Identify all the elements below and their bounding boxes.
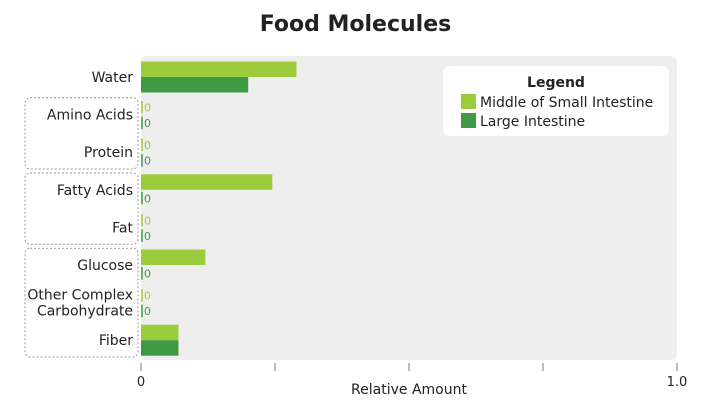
chart-title: Food Molecules (259, 12, 452, 37)
x-tick-label-5: 1.0 (667, 375, 688, 390)
x-axis-title: Relative Amount (351, 382, 467, 398)
category-label-5: Fat (112, 220, 133, 236)
zero-value-label-2-3: 0 (144, 155, 151, 168)
category-label-7: Other Complex Carbohydrate (27, 288, 133, 320)
zero-value-label-1-5: 0 (144, 214, 151, 227)
category-label-3: Protein (84, 145, 133, 161)
x-tick-label-1: 0 (137, 375, 145, 390)
category-group-box-2 (24, 172, 139, 245)
bar-2-8 (141, 340, 179, 356)
category-group-box-3 (24, 247, 139, 358)
legend-swatch-2 (461, 113, 476, 128)
bars: 0 0 0 0 0 0 0 0 0 0 (141, 61, 297, 356)
legend-title: Legend (527, 75, 585, 91)
bar-2-1 (141, 77, 249, 93)
category-label-6: Glucose (77, 258, 133, 274)
bar-1-4 (141, 174, 273, 190)
zero-value-label-2-4: 0 (144, 192, 151, 205)
zero-value-label-2-5: 0 (144, 230, 151, 243)
legend-swatch-1 (461, 94, 476, 109)
category-label-8: Fiber (99, 333, 133, 349)
bar-1-1 (141, 61, 297, 77)
category-labels: Water Amino Acids Protein Fatty Acids Fat Glu… (27, 70, 133, 349)
x-axis: 0 1.0 (137, 363, 687, 390)
category-label-2: Amino Acids (47, 108, 133, 124)
category-group-box-1 (24, 97, 139, 170)
category-label-1: Water (92, 70, 134, 86)
legend-label-1: Middle of Small Intestine (480, 95, 653, 111)
zero-value-label-2-7: 0 (144, 305, 151, 318)
legend-label-2: Large Intestine (480, 114, 585, 130)
zero-value-label-2-6: 0 (144, 268, 151, 281)
zero-value-label-1-3: 0 (144, 139, 151, 152)
zero-value-label-1-7: 0 (144, 290, 151, 303)
bar-1-6 (141, 249, 206, 265)
category-label-4: Fatty Acids (57, 183, 133, 199)
bar-1-8 (141, 324, 179, 341)
category-group-boxes (24, 97, 139, 358)
legend: Legend Middle of Small Intestine Large Int… (443, 66, 669, 136)
legend-box (443, 66, 669, 136)
zero-value-label-1-2: 0 (144, 102, 151, 115)
zero-value-label-2-2: 0 (144, 117, 151, 130)
